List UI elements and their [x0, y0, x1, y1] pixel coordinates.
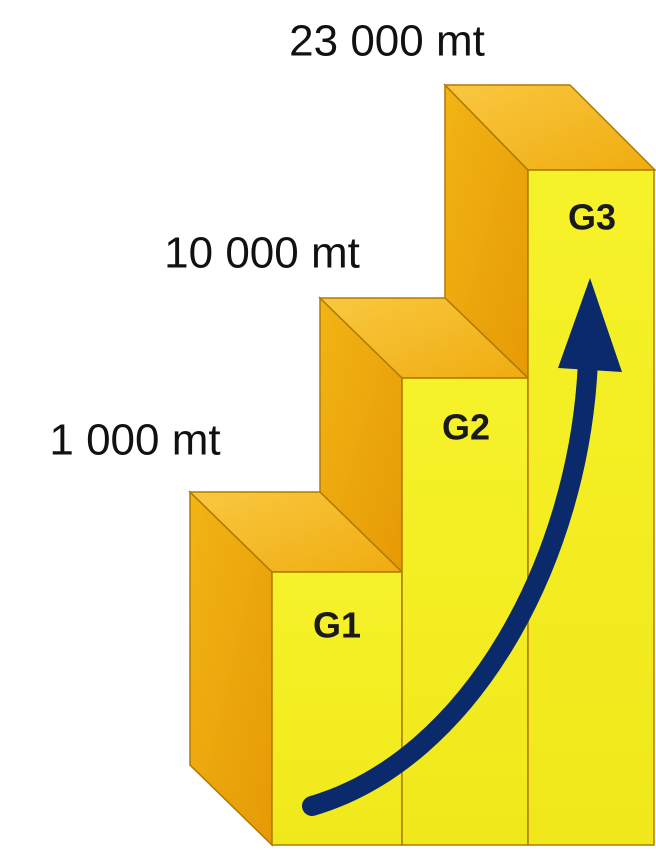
- amount-label: 1 000 mt: [49, 416, 220, 465]
- amount-label: 23 000 mt: [289, 17, 485, 66]
- steps: [188, 83, 656, 847]
- step-front: [401, 377, 529, 846]
- amount-label: 10 000 mt: [164, 229, 360, 278]
- step-label: G3: [568, 197, 616, 238]
- step-front: [527, 169, 655, 846]
- step-label: G1: [313, 605, 361, 646]
- growth-arrow: [302, 278, 622, 816]
- arrow-head: [558, 278, 622, 372]
- step-top: [443, 84, 656, 171]
- arrow-shaft: [302, 350, 598, 816]
- step-label: G2: [442, 407, 490, 448]
